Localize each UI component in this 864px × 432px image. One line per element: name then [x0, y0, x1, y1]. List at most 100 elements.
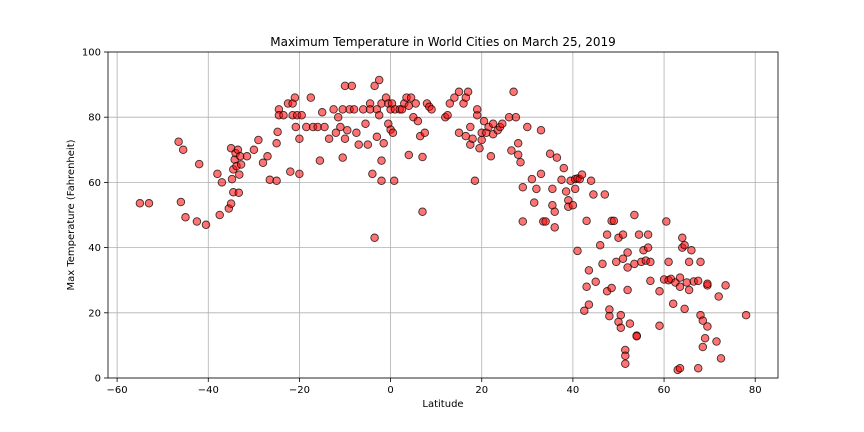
data-point [213, 169, 222, 179]
data-point [550, 223, 559, 232]
data-point [176, 197, 186, 207]
data-point [317, 108, 327, 117]
data-point [584, 266, 594, 275]
data-point [559, 163, 569, 173]
data-point [374, 110, 384, 120]
data-point [662, 217, 671, 226]
data-point [479, 116, 489, 126]
data-point [235, 170, 244, 179]
data-point [675, 273, 685, 282]
x-axis-label: Latitude [422, 399, 463, 410]
y-tick-label: 80 [88, 113, 101, 124]
data-point [475, 143, 484, 153]
data-point [598, 259, 607, 269]
data-point [420, 128, 430, 138]
y-tick-label: 60 [88, 178, 101, 189]
data-point [712, 337, 721, 346]
data-point [618, 254, 628, 263]
data-point [550, 207, 559, 216]
data-point [320, 122, 329, 132]
data-point [295, 134, 304, 143]
y-tick-label: 100 [82, 48, 101, 59]
data-point [541, 217, 550, 226]
data-point [509, 87, 518, 97]
data-point [680, 304, 689, 314]
data-point [258, 158, 268, 168]
data-point [675, 282, 685, 291]
data-point [343, 125, 352, 135]
data-point [488, 119, 498, 128]
data-point [523, 122, 532, 132]
data-point [236, 160, 246, 169]
data-point [377, 156, 386, 165]
data-point [586, 176, 596, 186]
data-point [513, 150, 523, 159]
data-point [370, 233, 379, 243]
plot-frame [107, 51, 779, 379]
data-point [741, 310, 751, 320]
x-tick-label: 20 [475, 385, 488, 396]
data-point [445, 99, 455, 108]
data-point [602, 230, 612, 239]
grid-lines [108, 51, 778, 379]
data-point [411, 99, 420, 108]
data-point [513, 139, 523, 148]
data-point [625, 319, 635, 328]
x-tick-label: 40 [567, 385, 580, 396]
data-point [331, 128, 341, 138]
data-point [370, 81, 379, 91]
data-point [389, 176, 399, 186]
x-tick-label: −40 [198, 385, 219, 396]
data-point [477, 135, 486, 145]
data-point [194, 159, 204, 169]
data-point [377, 176, 386, 186]
data-point [290, 93, 300, 102]
data-point [273, 127, 282, 137]
data-point [406, 93, 416, 102]
data-point [616, 323, 626, 333]
data-point [536, 169, 546, 179]
data-point [630, 259, 639, 269]
data-point [703, 279, 712, 289]
data-point [463, 87, 473, 97]
y-tick-label: 40 [88, 243, 101, 254]
data-points [135, 75, 751, 375]
data-point [242, 152, 252, 161]
data-point [363, 140, 373, 149]
data-point [291, 122, 301, 132]
x-tick-label: −60 [107, 385, 128, 396]
data-point [646, 276, 655, 286]
data-point [272, 176, 281, 186]
data-point [582, 216, 591, 226]
data-point [607, 283, 616, 293]
data-point [217, 178, 227, 187]
data-point [703, 322, 712, 331]
data-point [511, 112, 521, 122]
data-point [611, 257, 621, 267]
data-point [721, 281, 730, 290]
data-point [413, 116, 423, 126]
data-point [568, 200, 578, 210]
data-point [630, 210, 639, 220]
data-point [573, 246, 582, 256]
data-point [374, 75, 384, 85]
data-point [352, 128, 361, 138]
data-point [324, 134, 334, 143]
data-point [418, 152, 427, 162]
data-point [655, 321, 664, 331]
data-point [582, 282, 591, 291]
y-tick-label: 20 [88, 308, 101, 319]
axis-ticks: −60 −40 −20 0 20 40 60 80 0 20 40 60 80 100 [82, 48, 762, 397]
data-point [272, 139, 281, 148]
x-tick-label: 0 [387, 385, 393, 396]
data-point [618, 230, 628, 239]
data-point [687, 245, 696, 255]
data-point [295, 169, 304, 179]
data-point [584, 300, 594, 309]
data-point [680, 241, 689, 250]
data-point [548, 184, 557, 194]
data-point [226, 199, 236, 208]
data-point [693, 363, 703, 373]
chart-title: Maximum Temperature in World Cities on M… [270, 35, 616, 49]
